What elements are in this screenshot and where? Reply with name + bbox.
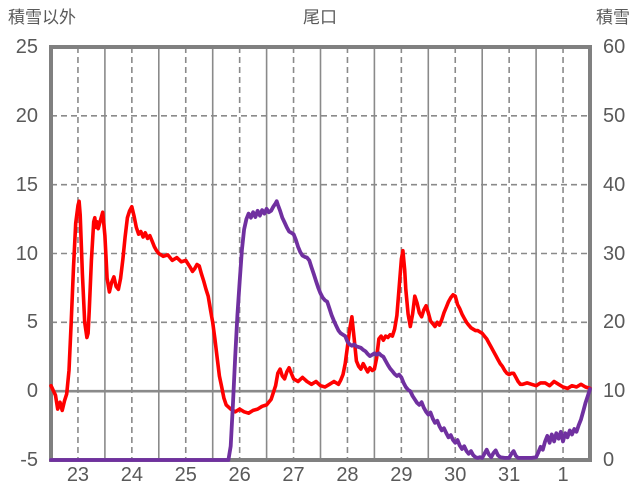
- y-left-tick-label: -5: [20, 449, 38, 471]
- x-tick-label: 28: [336, 464, 359, 486]
- y-left-tick-label: 20: [15, 104, 38, 127]
- y-left-tick-label: 15: [15, 173, 38, 196]
- x-tick-label: 1: [557, 464, 569, 486]
- series-line-purple: [49, 199, 592, 462]
- x-axis-tick-labels: 23 24 25 26 27 28 29 30 31 1: [0, 464, 636, 490]
- right-axis-title: 積雪: [596, 8, 630, 27]
- x-tick-label: 29: [390, 464, 413, 486]
- x-tick-label: 25: [174, 464, 197, 486]
- y-right-tick-label: 30: [603, 242, 626, 265]
- x-tick-label: 31: [498, 464, 521, 486]
- x-tick-label: 26: [228, 464, 251, 486]
- y-right-tick-label: 10: [603, 380, 626, 403]
- y-right-tick-label: 60: [603, 36, 626, 58]
- y-right-tick-label: 50: [603, 104, 626, 127]
- series-line-red: [49, 199, 592, 415]
- x-tick-label: 23: [66, 464, 90, 486]
- right-axis-tick-labels: 60 50 40 30 20 10 0: [603, 0, 636, 501]
- x-tick-label: 30: [444, 464, 467, 486]
- y-right-tick-label: 20: [603, 311, 626, 334]
- y-left-tick-label: 5: [26, 311, 38, 334]
- left-axis-title: 積雪以外: [8, 8, 76, 27]
- chart-title: 尾口: [303, 8, 337, 27]
- y-left-tick-label: 10: [15, 242, 38, 265]
- y-right-tick-label: 0: [603, 449, 615, 471]
- x-tick-label: 24: [120, 464, 143, 486]
- x-tick-label: 27: [282, 464, 305, 486]
- plot-border: [49, 45, 592, 462]
- y-left-tick-label: 25: [15, 36, 38, 58]
- y-right-tick-label: 40: [603, 173, 626, 196]
- y-left-tick-label: 0: [26, 380, 38, 403]
- left-axis-tick-labels: 25 20 15 10 5 0 -5: [0, 0, 38, 501]
